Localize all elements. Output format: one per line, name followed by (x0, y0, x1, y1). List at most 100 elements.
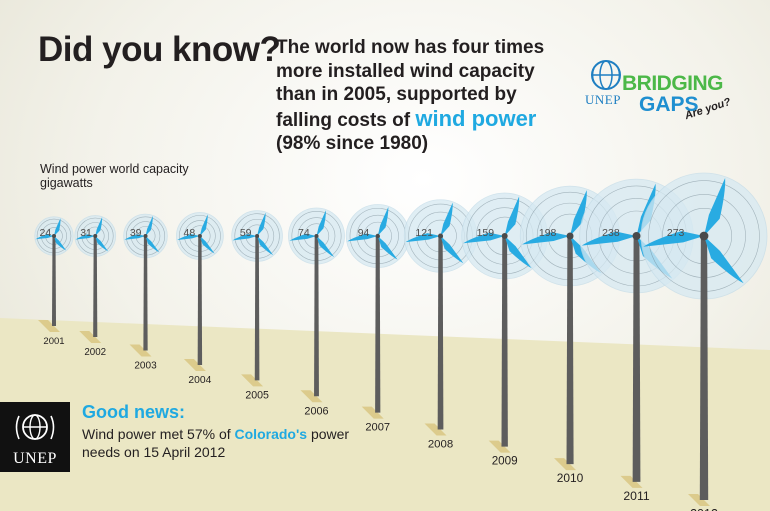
value-label: 198 (539, 227, 557, 239)
year-label: 2005 (245, 389, 269, 401)
turbine-blade (75, 234, 96, 240)
unep-logo: UNEP (0, 402, 70, 472)
unep-globe-icon (591, 60, 621, 90)
value-label: 121 (415, 227, 433, 239)
turbine-shadow (129, 344, 152, 357)
turbine-blade (124, 234, 146, 240)
year-label: 2004 (188, 375, 211, 386)
turbine-blade (232, 234, 258, 241)
turbine-blade (316, 210, 326, 236)
turbine-hub (501, 232, 508, 240)
turbine-blade (316, 236, 335, 258)
turbine-blade (145, 236, 160, 253)
turbine-shadow (300, 390, 323, 403)
turbine-hub (255, 234, 260, 238)
turbine-blade (581, 231, 637, 246)
turbine-tower (632, 236, 641, 482)
turbine-blade (199, 236, 215, 254)
subtitle-cost-note: (98% since 1980) (276, 133, 429, 154)
good-news-box: Good news: Wind power met 57% of Colorad… (82, 402, 352, 461)
turbine-shadow (79, 331, 102, 344)
turbine-blade (95, 236, 109, 252)
turbine-blade (145, 215, 153, 236)
turbine-blade (643, 231, 704, 247)
turbine-tower (501, 236, 508, 447)
year-label: 2006 (304, 405, 328, 417)
value-label: 159 (477, 227, 495, 239)
value-label: 39 (130, 227, 142, 239)
turbine-blade (704, 177, 726, 236)
turbine-hub (197, 234, 202, 238)
turbine-blade (199, 214, 208, 236)
unep-emblem-icon (15, 414, 55, 440)
turbine-hub (566, 232, 574, 240)
turbine-blade (289, 233, 317, 241)
year-label: 2007 (365, 422, 390, 434)
turbine-hub (143, 234, 148, 238)
value-label: 238 (602, 227, 620, 239)
turbine-blade (570, 190, 587, 236)
year-label: 2010 (557, 471, 584, 485)
turbine-tower (375, 236, 381, 413)
value-label: 48 (183, 227, 195, 239)
turbine-blade (405, 233, 441, 243)
turbine-blade (521, 232, 571, 245)
headline: Did you know? (38, 30, 281, 69)
chart-unit-label: gigawatts (40, 176, 93, 190)
turbine-blade (377, 206, 389, 236)
turbine-blade (35, 234, 54, 240)
turbine-group: 24 2001 31 2002 39 2003 48 2004 59 2005 74 2006 94 20… (34, 172, 768, 511)
year-label: 2003 (134, 360, 157, 371)
turbine-blade (54, 236, 67, 251)
good-news-text: Wind power met 57% of Colorado's power n… (82, 425, 352, 461)
turbine-hub (375, 233, 380, 239)
year-label: 2002 (84, 347, 106, 358)
turbine-shadow (688, 494, 710, 506)
value-label: 24 (40, 227, 52, 239)
bridging-gaps-logo: UNEP BRIDGING GAPS Are you? (581, 58, 741, 128)
chart-title: Wind power world capacity (40, 162, 189, 176)
turbine-blade (257, 212, 266, 236)
value-label: 273 (667, 227, 685, 239)
year-label: 2011 (623, 489, 649, 503)
good-news-highlight: Colorado's (234, 426, 308, 442)
unep-wordmark-bottom: UNEP (13, 450, 57, 467)
turbine-blade (440, 202, 453, 236)
turbine-blade (257, 236, 274, 256)
subtitle-text: The world now has four times more instal… (276, 37, 545, 131)
turbine-shadow (554, 458, 577, 471)
turbine-hub (93, 234, 98, 238)
gaps-wordmark: GAPS (639, 93, 699, 116)
turbine-shadow (241, 374, 264, 387)
turbine-blade (463, 232, 505, 244)
value-label: 31 (80, 227, 92, 239)
turbine-tower (566, 236, 574, 465)
subtitle-highlight: wind power (415, 105, 537, 131)
good-news-title: Good news: (82, 402, 185, 422)
good-news-text-end: power needs on 15 April 2012 (82, 426, 350, 460)
turbine-blade (347, 233, 378, 242)
value-label: 94 (358, 227, 370, 239)
turbine-tower (699, 236, 709, 500)
year-label: 2001 (43, 336, 64, 347)
turbine-tower (254, 236, 260, 381)
turbine-blade (377, 236, 398, 260)
turbine-blade (636, 183, 656, 236)
turbine-blade (504, 196, 520, 236)
turbine-blade (504, 236, 532, 269)
turbine-hub (314, 234, 319, 238)
value-label: 74 (298, 227, 310, 239)
turbine-shadow (38, 320, 60, 332)
chart-axis-title: Wind power world capacity gigawatts (40, 162, 189, 190)
unep-wordmark-top: UNEP (585, 92, 621, 107)
turbine-hub (52, 234, 56, 238)
year-label: 2008 (428, 438, 453, 450)
turbine-tower (143, 236, 148, 351)
turbine-tower (51, 236, 57, 326)
turbine-blade (54, 218, 61, 236)
turbine-blade (704, 236, 744, 284)
bridging-wordmark: BRIDGING (622, 72, 724, 95)
turbine-tower (93, 236, 98, 338)
